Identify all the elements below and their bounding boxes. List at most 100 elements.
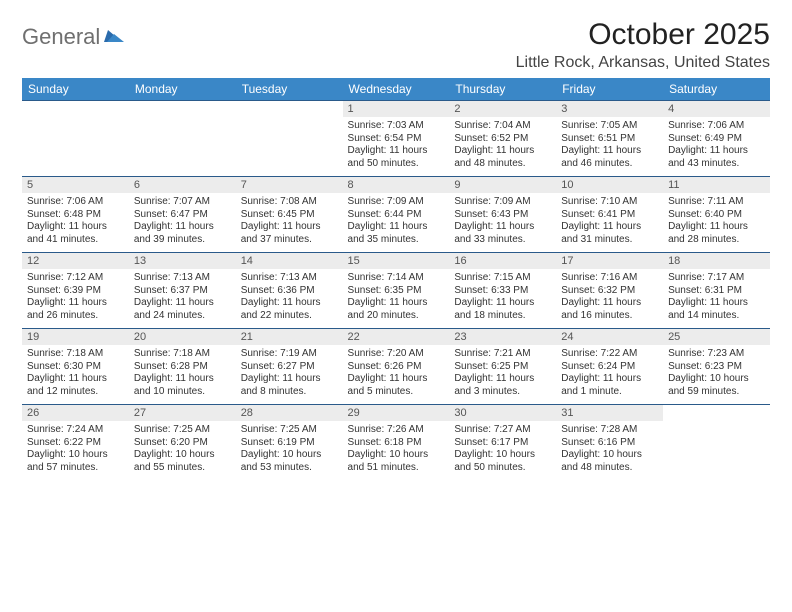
day-number: 21 <box>236 329 343 346</box>
sunset-text: Sunset: 6:47 PM <box>134 209 231 222</box>
daylight-text: Daylight: 10 hours and 53 minutes. <box>241 449 338 474</box>
info-row: Sunrise: 7:18 AMSunset: 6:30 PMDaylight:… <box>22 345 770 405</box>
sunrise-text: Sunrise: 7:22 AM <box>561 348 658 361</box>
sunrise-text: Sunrise: 7:08 AM <box>241 196 338 209</box>
day-header: Saturday <box>663 78 770 101</box>
daylight-text: Daylight: 11 hours and 3 minutes. <box>454 373 551 398</box>
day-cell: Sunrise: 7:13 AMSunset: 6:36 PMDaylight:… <box>236 269 343 329</box>
day-number: 15 <box>343 253 450 270</box>
daylight-text: Daylight: 10 hours and 59 minutes. <box>668 373 765 398</box>
day-cell: Sunrise: 7:20 AMSunset: 6:26 PMDaylight:… <box>343 345 450 405</box>
day-cell: Sunrise: 7:11 AMSunset: 6:40 PMDaylight:… <box>663 193 770 253</box>
daylight-text: Daylight: 11 hours and 16 minutes. <box>561 297 658 322</box>
day-number: 28 <box>236 405 343 422</box>
sunset-text: Sunset: 6:39 PM <box>27 285 124 298</box>
daylight-text: Daylight: 11 hours and 50 minutes. <box>348 145 445 170</box>
day-number: 19 <box>22 329 129 346</box>
daylight-text: Daylight: 10 hours and 50 minutes. <box>454 449 551 474</box>
day-header: Wednesday <box>343 78 450 101</box>
sunset-text: Sunset: 6:23 PM <box>668 361 765 374</box>
day-cell: Sunrise: 7:08 AMSunset: 6:45 PMDaylight:… <box>236 193 343 253</box>
daynum-row: 12131415161718 <box>22 253 770 270</box>
sunrise-text: Sunrise: 7:09 AM <box>454 196 551 209</box>
sunset-text: Sunset: 6:44 PM <box>348 209 445 222</box>
sunrise-text: Sunrise: 7:15 AM <box>454 272 551 285</box>
daylight-text: Daylight: 11 hours and 1 minute. <box>561 373 658 398</box>
daylight-text: Daylight: 11 hours and 48 minutes. <box>454 145 551 170</box>
day-cell: Sunrise: 7:18 AMSunset: 6:28 PMDaylight:… <box>129 345 236 405</box>
daylight-text: Daylight: 11 hours and 43 minutes. <box>668 145 765 170</box>
day-number: 7 <box>236 177 343 194</box>
daylight-text: Daylight: 11 hours and 18 minutes. <box>454 297 551 322</box>
sunrise-text: Sunrise: 7:17 AM <box>668 272 765 285</box>
sunset-text: Sunset: 6:32 PM <box>561 285 658 298</box>
sunset-text: Sunset: 6:35 PM <box>348 285 445 298</box>
daylight-text: Daylight: 11 hours and 35 minutes. <box>348 221 445 246</box>
sunset-text: Sunset: 6:33 PM <box>454 285 551 298</box>
sunset-text: Sunset: 6:20 PM <box>134 437 231 450</box>
day-cell: Sunrise: 7:06 AMSunset: 6:48 PMDaylight:… <box>22 193 129 253</box>
sunrise-text: Sunrise: 7:12 AM <box>27 272 124 285</box>
daylight-text: Daylight: 10 hours and 48 minutes. <box>561 449 658 474</box>
day-cell: Sunrise: 7:26 AMSunset: 6:18 PMDaylight:… <box>343 421 450 480</box>
sunrise-text: Sunrise: 7:11 AM <box>668 196 765 209</box>
sunset-text: Sunset: 6:52 PM <box>454 133 551 146</box>
daylight-text: Daylight: 10 hours and 51 minutes. <box>348 449 445 474</box>
day-number <box>663 405 770 422</box>
day-cell: Sunrise: 7:10 AMSunset: 6:41 PMDaylight:… <box>556 193 663 253</box>
daynum-row: 1234 <box>22 101 770 118</box>
daylight-text: Daylight: 11 hours and 26 minutes. <box>27 297 124 322</box>
daynum-row: 567891011 <box>22 177 770 194</box>
day-cell: Sunrise: 7:24 AMSunset: 6:22 PMDaylight:… <box>22 421 129 480</box>
day-cell: Sunrise: 7:21 AMSunset: 6:25 PMDaylight:… <box>449 345 556 405</box>
day-cell: Sunrise: 7:22 AMSunset: 6:24 PMDaylight:… <box>556 345 663 405</box>
logo-text-1: General <box>22 24 100 50</box>
daylight-text: Daylight: 11 hours and 22 minutes. <box>241 297 338 322</box>
day-number: 20 <box>129 329 236 346</box>
day-number: 13 <box>129 253 236 270</box>
sunrise-text: Sunrise: 7:26 AM <box>348 424 445 437</box>
sunrise-text: Sunrise: 7:06 AM <box>27 196 124 209</box>
day-cell <box>129 117 236 177</box>
calendar-body: 1234Sunrise: 7:03 AMSunset: 6:54 PMDayli… <box>22 101 770 481</box>
info-row: Sunrise: 7:06 AMSunset: 6:48 PMDaylight:… <box>22 193 770 253</box>
sunset-text: Sunset: 6:49 PM <box>668 133 765 146</box>
sunrise-text: Sunrise: 7:25 AM <box>241 424 338 437</box>
sunset-text: Sunset: 6:37 PM <box>134 285 231 298</box>
daylight-text: Daylight: 11 hours and 31 minutes. <box>561 221 658 246</box>
daylight-text: Daylight: 11 hours and 8 minutes. <box>241 373 338 398</box>
daylight-text: Daylight: 11 hours and 5 minutes. <box>348 373 445 398</box>
day-cell: Sunrise: 7:27 AMSunset: 6:17 PMDaylight:… <box>449 421 556 480</box>
daylight-text: Daylight: 11 hours and 39 minutes. <box>134 221 231 246</box>
daylight-text: Daylight: 11 hours and 28 minutes. <box>668 221 765 246</box>
day-number: 17 <box>556 253 663 270</box>
day-number: 25 <box>663 329 770 346</box>
sunrise-text: Sunrise: 7:10 AM <box>561 196 658 209</box>
day-number <box>22 101 129 118</box>
sunset-text: Sunset: 6:36 PM <box>241 285 338 298</box>
sunrise-text: Sunrise: 7:13 AM <box>134 272 231 285</box>
day-number: 8 <box>343 177 450 194</box>
day-cell: Sunrise: 7:15 AMSunset: 6:33 PMDaylight:… <box>449 269 556 329</box>
day-cell: Sunrise: 7:14 AMSunset: 6:35 PMDaylight:… <box>343 269 450 329</box>
sunset-text: Sunset: 6:45 PM <box>241 209 338 222</box>
daylight-text: Daylight: 11 hours and 37 minutes. <box>241 221 338 246</box>
day-header: Thursday <box>449 78 556 101</box>
daylight-text: Daylight: 11 hours and 24 minutes. <box>134 297 231 322</box>
title-block: October 2025 Little Rock, Arkansas, Unit… <box>516 18 770 72</box>
sunset-text: Sunset: 6:43 PM <box>454 209 551 222</box>
daylight-text: Daylight: 11 hours and 12 minutes. <box>27 373 124 398</box>
day-number: 18 <box>663 253 770 270</box>
day-number: 31 <box>556 405 663 422</box>
day-number: 26 <box>22 405 129 422</box>
sunrise-text: Sunrise: 7:20 AM <box>348 348 445 361</box>
daynum-row: 262728293031 <box>22 405 770 422</box>
sunrise-text: Sunrise: 7:18 AM <box>27 348 124 361</box>
sunset-text: Sunset: 6:24 PM <box>561 361 658 374</box>
sunrise-text: Sunrise: 7:27 AM <box>454 424 551 437</box>
day-cell: Sunrise: 7:12 AMSunset: 6:39 PMDaylight:… <box>22 269 129 329</box>
day-number: 30 <box>449 405 556 422</box>
day-number: 3 <box>556 101 663 118</box>
header: General Blue October 2025 Little Rock, A… <box>22 18 770 72</box>
day-number: 23 <box>449 329 556 346</box>
